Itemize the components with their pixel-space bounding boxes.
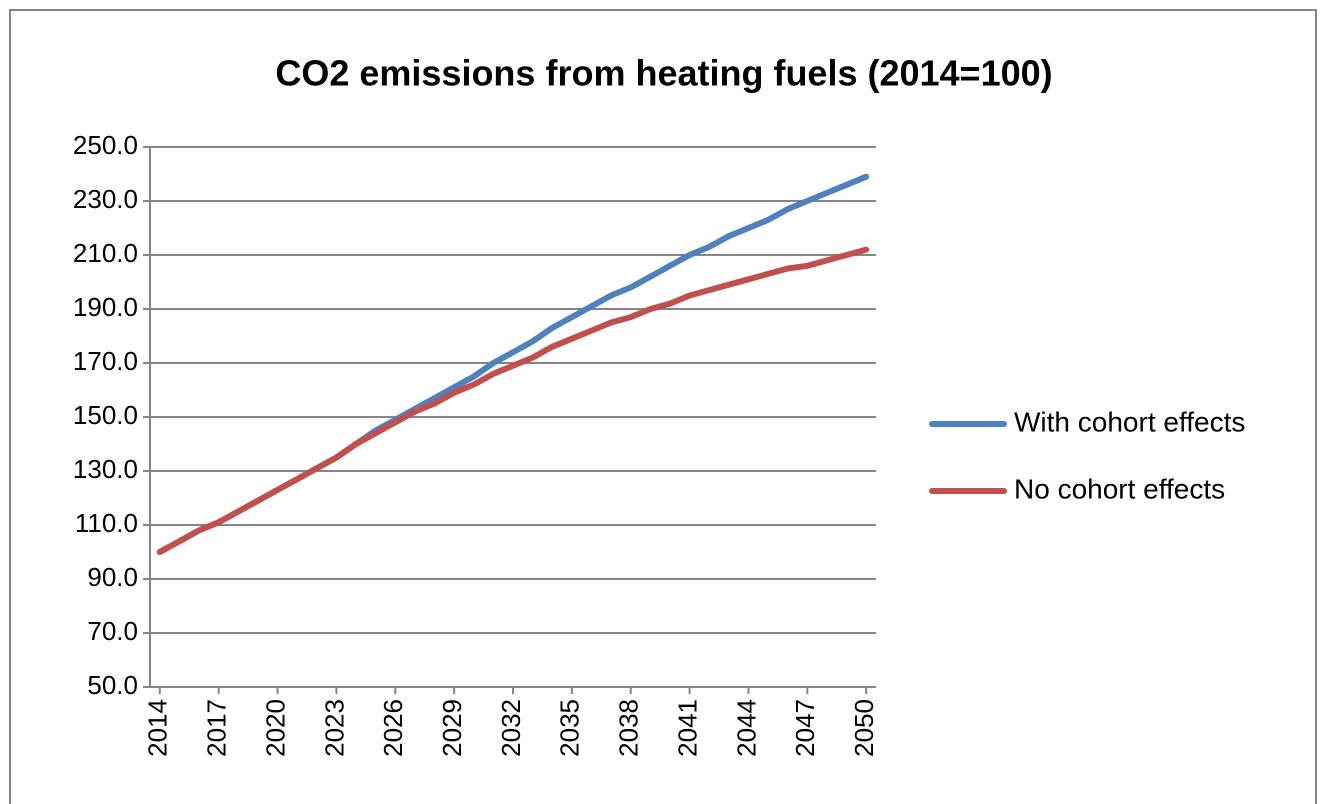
y-tick-label: 170.0	[73, 346, 138, 376]
x-tick-label: 2032	[496, 699, 526, 757]
x-tick-label: 2026	[378, 699, 408, 757]
legend-label: With cohort effects	[1014, 406, 1245, 437]
y-tick-label: 90.0	[87, 562, 138, 592]
y-tick-label: 210.0	[73, 238, 138, 268]
y-tick-label: 110.0	[75, 508, 138, 538]
x-tick-label: 2041	[672, 699, 702, 757]
x-tick-label: 2020	[260, 699, 290, 757]
x-tick-label: 2044	[731, 699, 761, 757]
x-tick-label: 2017	[202, 699, 232, 757]
y-tick-label: 150.0	[73, 400, 138, 430]
x-tick-label: 2050	[849, 699, 879, 757]
legend-label: No cohort effects	[1014, 473, 1225, 504]
x-tick-label: 2029	[437, 699, 467, 757]
series-line	[156, 246, 870, 555]
chart-border	[9, 9, 1317, 804]
x-tick-label: 2038	[614, 699, 644, 757]
y-tick-label: 50.0	[87, 670, 138, 700]
x-tick-label: 2023	[319, 699, 349, 757]
y-tick-label: 230.0	[73, 184, 138, 214]
y-tick-label: 190.0	[73, 292, 138, 322]
chart-title: CO2 emissions from heating fuels (2014=1…	[275, 53, 1052, 94]
x-tick-label: 2014	[143, 699, 173, 757]
x-tick-label: 2047	[790, 699, 820, 757]
y-tick-label: 250.0	[73, 130, 138, 160]
y-tick-label: 130.0	[73, 454, 138, 484]
y-tick-label: 70.0	[87, 616, 138, 646]
x-tick-label: 2035	[555, 699, 585, 757]
